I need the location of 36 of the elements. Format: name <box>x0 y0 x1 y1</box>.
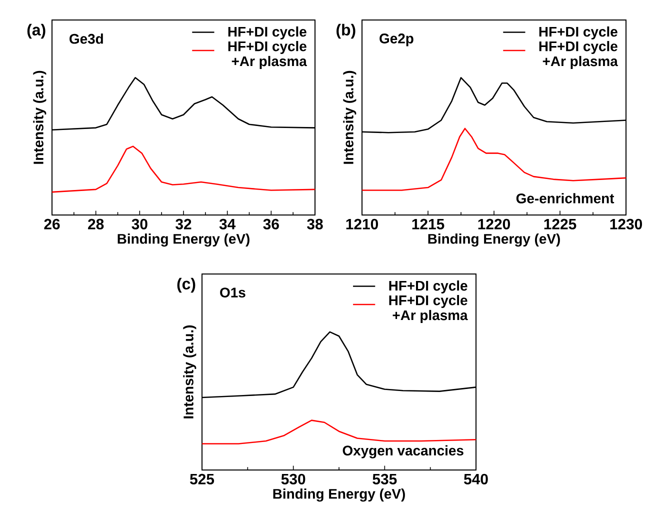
annotation: Oxygen vacancies <box>342 445 464 458</box>
x-axis-title: Binding Energy (eV) <box>428 234 560 247</box>
legend-label: HF+DI cycle +Ar plasma <box>539 40 618 69</box>
annotation: Ge-enrichment <box>516 193 614 204</box>
x-tick-label: 535 <box>372 474 397 484</box>
text: Ge3d <box>70 34 103 44</box>
chart-title: (c) <box>177 278 196 293</box>
x-axis-title: Binding Energy (eV) <box>273 488 405 502</box>
x-tick-label: 36 <box>263 218 279 230</box>
chart-title: (a) <box>27 24 46 39</box>
y-axis-title: Intensity (a.u.) <box>33 70 46 164</box>
legend-label: HF+DI cycle <box>539 26 618 40</box>
text: O1s <box>220 288 246 298</box>
x-tick-label: 1215 <box>412 218 444 230</box>
chart-title: (b) <box>336 24 356 39</box>
legend-label: HF+DI cycle +Ar plasma <box>228 40 307 69</box>
x-tick-label: 1230 <box>610 218 642 230</box>
x-tick-label: 530 <box>281 474 306 484</box>
x-tick-label: 1225 <box>544 218 576 230</box>
x-tick-label: 30 <box>132 218 148 230</box>
x-tick-label: 38 <box>307 218 323 230</box>
text: Ge2p <box>380 34 414 46</box>
x-tick-label: 32 <box>176 218 192 230</box>
legend-label: HF+DI cycle +Ar plasma <box>389 295 468 323</box>
x-tick-label: 26 <box>44 218 60 230</box>
x-tick-label: 1210 <box>346 218 378 230</box>
y-axis-title: Intensity (a.u.) <box>343 70 356 164</box>
x-tick-label: 34 <box>219 218 236 230</box>
legend-label: HF+DI cycle <box>389 280 468 294</box>
y-axis-title: Intensity (a.u.) <box>183 325 196 418</box>
x-tick-label: 525 <box>190 474 214 484</box>
x-tick-label: 1220 <box>478 218 510 230</box>
legend-label: HF+DI cycle <box>228 26 306 40</box>
x-tick-label: 28 <box>88 218 104 230</box>
x-tick-label: 540 <box>464 474 488 484</box>
x-axis-title: Binding Energy (eV) <box>118 234 250 247</box>
